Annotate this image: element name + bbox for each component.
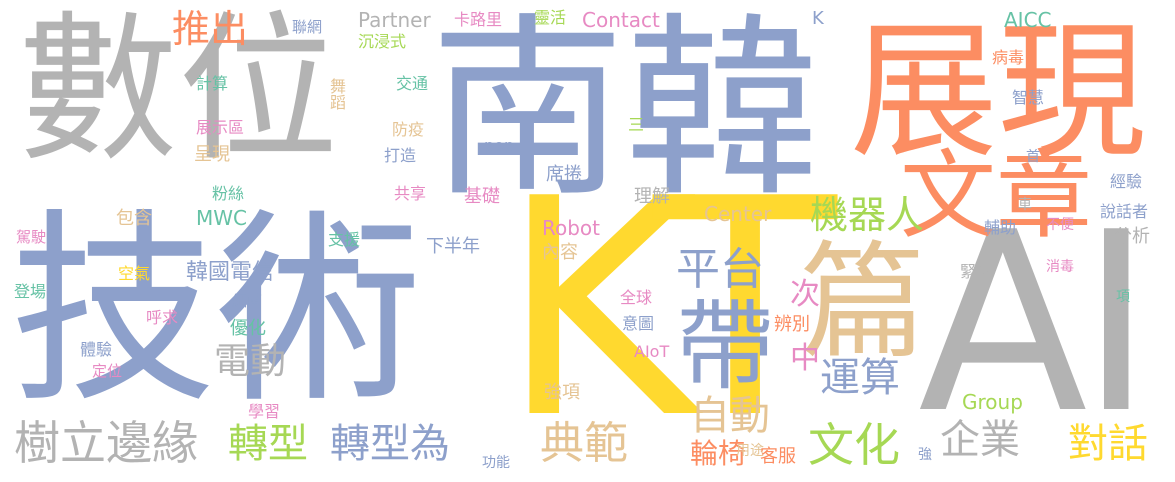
word-hanguodianxin: 韓國電信: [186, 260, 275, 285]
word-zhong: 中: [790, 341, 820, 376]
word-wudao: 舞蹈: [327, 78, 346, 110]
word-wenzhang: 文章: [900, 140, 1092, 252]
word-zhihui: 智慧: [1012, 88, 1045, 107]
word-jiaotong: 交通: [396, 74, 429, 93]
word-jishu: 技術: [10, 191, 423, 431]
word-dingwei: 定位: [92, 362, 123, 380]
word-zidong: 自動: [690, 393, 770, 439]
word-kt: KT: [500, 135, 837, 482]
word-partner: Partner: [358, 8, 431, 32]
word-center: Center: [704, 202, 772, 226]
word-tuichu: 推出: [172, 7, 249, 51]
word-youhua: 優化: [230, 318, 266, 339]
word-qiangxiang: 強項: [544, 382, 580, 403]
word-quanqiu: 全球: [620, 288, 653, 307]
word-jingyan: 經驗: [1110, 172, 1143, 191]
word-dai: 帶: [676, 290, 775, 404]
word-ci: 次: [790, 277, 820, 312]
word-group: Group: [962, 390, 1023, 414]
word-fenxi: 分析: [1114, 226, 1150, 247]
word-lianwang: 聯網: [292, 18, 323, 36]
word-robot: Robot: [542, 216, 601, 240]
word-zhiyuan: 支援: [328, 230, 361, 249]
word-kefu: 客服: [760, 446, 796, 467]
word-jiashi: 駕駛: [16, 228, 47, 246]
word-dengchang: 登場: [14, 282, 47, 301]
word-fuzhu: 輔助: [984, 218, 1017, 237]
word-qiang: 強: [918, 447, 932, 463]
word-che: 車: [1018, 197, 1032, 213]
word-yongtu: 用途: [736, 443, 764, 459]
word-xiang: 項: [1116, 289, 1130, 305]
word-dazao: 打造: [384, 146, 417, 165]
word-bianbie: 辨別: [774, 314, 810, 335]
word-shuli-bianyuan: 樹立邊緣: [14, 416, 198, 470]
word-pop: pop: [484, 136, 515, 155]
word-fangyi: 防疫: [392, 120, 425, 139]
word-xuexi: 學習: [248, 402, 281, 421]
word-yunsuan: 運算: [820, 355, 900, 401]
word-pingtai: 平台: [676, 244, 764, 295]
word-xiaodu: 消毒: [1046, 259, 1074, 275]
word-xijuan: 席捲: [546, 164, 582, 185]
word-kaluli: 卡路里: [454, 10, 503, 29]
word-baohan: 包含: [116, 208, 152, 229]
word-fensi: 粉絲: [212, 184, 245, 203]
word-gongneng: 功能: [482, 455, 510, 471]
word-aiot: AIoT: [634, 342, 670, 361]
word-xiabannian: 下半年: [426, 236, 480, 257]
word-pian: 篇: [800, 229, 926, 376]
word-neirong: 內容: [542, 242, 578, 263]
word-bubian: 不便: [1046, 217, 1074, 233]
word-jiqiren: 機器人: [810, 193, 925, 237]
word-chengxian: 呈現: [194, 144, 230, 165]
word-shuwei: 數位: [18, 0, 339, 183]
word-lijie: 理解: [634, 186, 670, 207]
word-kongqi: 空氣: [118, 264, 151, 283]
word-bingdu: 病毒: [992, 48, 1025, 67]
word-shou: 首: [1026, 149, 1040, 165]
word-shuohuazhe: 說話者: [1100, 202, 1149, 221]
word-huqiu: 呼求: [146, 308, 179, 327]
word-duihua: 對話: [1068, 421, 1148, 467]
word-linghuo: 靈活: [534, 8, 567, 27]
word-zhanshiqu: 展示區: [196, 118, 245, 137]
word-san: 三: [625, 116, 644, 132]
word-zhuanxing: 轉型: [228, 421, 308, 467]
word-dianfan: 典範: [540, 418, 628, 469]
word-gongxiang: 共享: [394, 184, 427, 203]
word-zhanxian: 展現: [850, 6, 1146, 178]
word-contact: Contact: [582, 8, 660, 32]
word-qiye: 企業: [940, 417, 1020, 463]
word-zhuanxingwei: 轉型為: [330, 421, 450, 467]
word-xijun: 細菌: [232, 292, 263, 310]
word-lunyi: 輪椅: [690, 437, 747, 470]
word-nanhan: 南韓: [430, 0, 820, 223]
word-jinji: 緊急: [960, 262, 993, 281]
word-k-small: K: [812, 8, 824, 29]
word-tiyan: 體驗: [80, 340, 113, 359]
word-diandong: 電動: [214, 341, 287, 382]
word-wenhua: 文化: [808, 418, 900, 472]
word-mwc: MWC: [196, 206, 247, 230]
word-yitu: 意圖: [622, 314, 655, 333]
word-aicc: AICC: [1004, 8, 1052, 32]
word-ai: AI: [918, 180, 1153, 468]
word-jichu: 基礎: [464, 186, 500, 207]
word-jisuan: 計算: [196, 74, 229, 93]
word-chenjinshi: 沉浸式: [358, 32, 407, 51]
